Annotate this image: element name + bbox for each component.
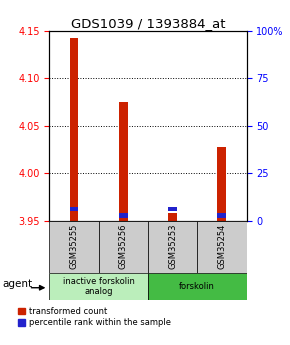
Bar — [119, 213, 128, 218]
Bar — [119, 102, 128, 221]
Text: GSM35254: GSM35254 — [217, 224, 226, 269]
Bar — [148, 221, 197, 273]
Bar — [70, 207, 78, 211]
Bar — [218, 147, 226, 221]
Text: forskolin: forskolin — [179, 282, 215, 291]
Text: GSM35256: GSM35256 — [119, 224, 128, 269]
Bar — [99, 221, 148, 273]
Bar — [49, 221, 99, 273]
Text: inactive forskolin
analog: inactive forskolin analog — [63, 277, 135, 296]
Text: GSM35255: GSM35255 — [69, 224, 79, 269]
Bar — [168, 207, 177, 211]
Title: GDS1039 / 1393884_at: GDS1039 / 1393884_at — [71, 17, 225, 30]
Bar — [218, 213, 226, 218]
Bar — [70, 38, 78, 221]
Text: GSM35253: GSM35253 — [168, 224, 177, 269]
Bar — [168, 213, 177, 221]
Legend: transformed count, percentile rank within the sample: transformed count, percentile rank withi… — [14, 304, 174, 331]
Bar — [197, 221, 246, 273]
Bar — [148, 273, 246, 300]
Bar — [49, 273, 148, 300]
Text: agent: agent — [2, 279, 32, 288]
